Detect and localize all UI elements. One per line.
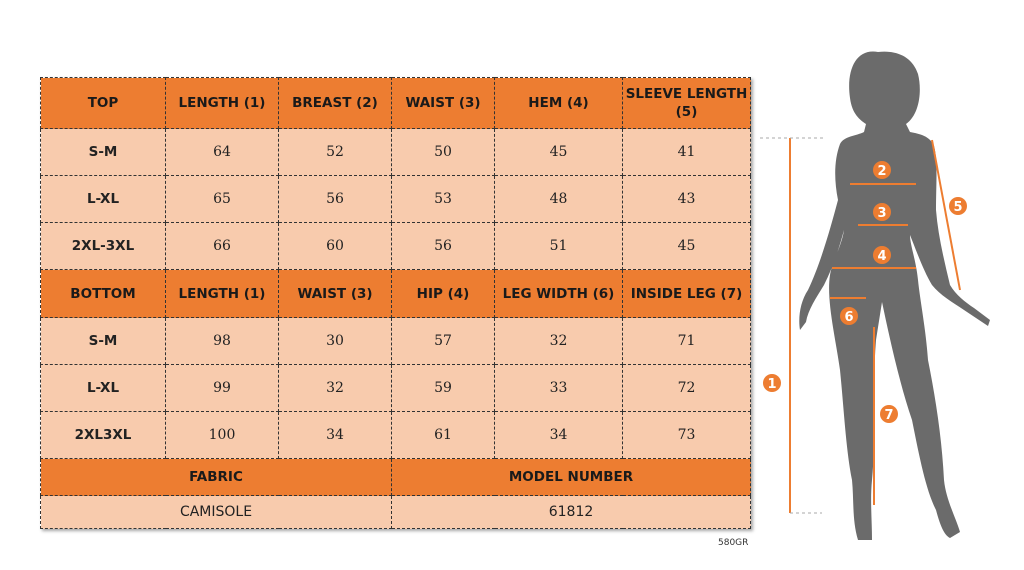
bottom-size-row-cell: 33 [494, 364, 623, 412]
bottom-size-row: S-M 98 30 57 32 71 [40, 317, 751, 365]
top-size-row-cell: 53 [391, 175, 495, 223]
bottom-size-row-cell: 99 [165, 364, 279, 412]
bottom-header-row-cell: INSIDE LEG (7) [622, 269, 751, 318]
product-code: 580GR [718, 538, 749, 548]
bottom-header-row: BOTTOM LENGTH (1) WAIST (3) HIP (4) LEG WIDT… [40, 269, 751, 318]
body-measurement-figure: 1 2 3 4 5 6 7 [760, 51, 990, 540]
marker-6: 6 [844, 310, 853, 325]
bottom-size-row-cell: 61 [391, 411, 495, 459]
marker-7: 7 [884, 408, 893, 423]
top-size-row-cell: 41 [622, 128, 751, 176]
bottom-size-row-cell: 100 [165, 411, 279, 459]
top-size-row-cell: 48 [494, 175, 623, 223]
top-size-row: L-XL 65 56 53 48 43 [40, 175, 751, 223]
bottom-header-row-cell: WAIST (3) [278, 269, 392, 318]
info-header-row-cell: MODEL NUMBER [391, 458, 751, 496]
top-size-row-cell: 51 [494, 222, 623, 270]
top-size-row-cell: S-M [40, 128, 166, 176]
bottom-size-row-cell: 30 [278, 317, 392, 365]
bottom-size-row-cell: 98 [165, 317, 279, 365]
top-size-row: 2XL-3XL 66 60 56 51 45 [40, 222, 751, 270]
top-header-row-cell: WAIST (3) [391, 77, 495, 129]
top-size-row-cell: L-XL [40, 175, 166, 223]
top-header-row-cell: SLEEVE LENGTH (5) [622, 77, 751, 129]
bottom-header-row-cell: BOTTOM [40, 269, 166, 318]
marker-1: 1 [767, 377, 776, 392]
info-header-row: FABRIC MODEL NUMBER [40, 458, 751, 496]
measurement-markers [763, 161, 967, 423]
bottom-size-row: L-XL 99 32 59 33 72 [40, 364, 751, 412]
bottom-size-row-cell: S-M [40, 317, 166, 365]
bottom-size-row: 2XL3XL 100 34 61 34 73 [40, 411, 751, 459]
bottom-size-row-cell: 72 [622, 364, 751, 412]
bottom-size-row-cell: 71 [622, 317, 751, 365]
size-chart-table: TOP LENGTH (1) BREAST (2) WAIST (3) HEM (4) S… [40, 77, 751, 529]
bottom-size-row-cell: 32 [278, 364, 392, 412]
info-header-row-cell: FABRIC [40, 458, 392, 496]
top-size-row-cell: 45 [622, 222, 751, 270]
top-size-row-cell: 64 [165, 128, 279, 176]
top-header-row-cell: TOP [40, 77, 166, 129]
top-size-row-cell: 60 [278, 222, 392, 270]
top-header-row-cell: LENGTH (1) [165, 77, 279, 129]
bottom-size-row-cell: L-XL [40, 364, 166, 412]
top-size-row-cell: 2XL-3XL [40, 222, 166, 270]
top-size-row-cell: 45 [494, 128, 623, 176]
marker-4: 4 [877, 249, 886, 264]
top-header-row: TOP LENGTH (1) BREAST (2) WAIST (3) HEM (4) S… [40, 77, 751, 129]
bottom-size-row-cell: 73 [622, 411, 751, 459]
bottom-size-row-cell: 34 [494, 411, 623, 459]
bottom-size-row-cell: 34 [278, 411, 392, 459]
bottom-size-row-cell: 59 [391, 364, 495, 412]
bottom-header-row-cell: LEG WIDTH (6) [494, 269, 623, 318]
top-header-row-cell: HEM (4) [494, 77, 623, 129]
top-size-row-cell: 56 [391, 222, 495, 270]
top-size-row-cell: 52 [278, 128, 392, 176]
bottom-header-row-cell: LENGTH (1) [165, 269, 279, 318]
top-size-row: S-M 64 52 50 45 41 [40, 128, 751, 176]
top-size-row-cell: 43 [622, 175, 751, 223]
top-header-row-cell: BREAST (2) [278, 77, 392, 129]
marker-2: 2 [877, 164, 886, 179]
info-value-row-cell: CAMISOLE [40, 495, 392, 529]
measurement-arrows [760, 137, 961, 514]
bottom-size-row-cell: 57 [391, 317, 495, 365]
top-size-row-cell: 65 [165, 175, 279, 223]
top-size-row-cell: 50 [391, 128, 495, 176]
top-size-row-cell: 56 [278, 175, 392, 223]
info-value-row-cell: 61812 [391, 495, 751, 529]
marker-5: 5 [953, 200, 962, 215]
info-value-row: CAMISOLE 61812 [40, 495, 751, 529]
silhouette [799, 51, 990, 540]
top-size-row-cell: 66 [165, 222, 279, 270]
bottom-size-row-cell: 32 [494, 317, 623, 365]
bottom-size-row-cell: 2XL3XL [40, 411, 166, 459]
bottom-header-row-cell: HIP (4) [391, 269, 495, 318]
marker-3: 3 [877, 206, 886, 221]
